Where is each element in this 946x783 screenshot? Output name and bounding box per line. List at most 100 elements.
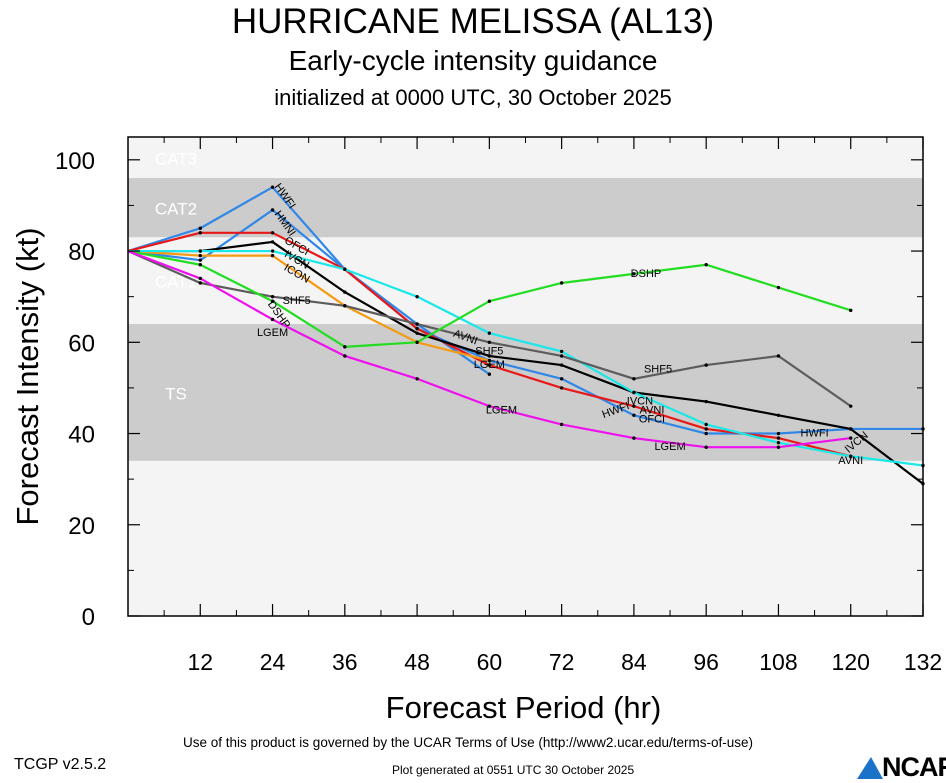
- x-tick-label: 72: [549, 649, 575, 675]
- data-point-dshp: [343, 345, 347, 349]
- chart-init-time: initialized at 0000 UTC, 30 October 2025: [274, 85, 672, 110]
- band-cat3: [128, 137, 923, 179]
- y-tick-label: 0: [82, 604, 95, 631]
- terms-of-use-text: Use of this product is governed by the U…: [183, 735, 753, 750]
- data-point-avni: [559, 349, 564, 354]
- data-point-dshp: [559, 281, 564, 285]
- ncar-logo-icon: [857, 757, 883, 779]
- y-axis-title: Forecast Intensity (kt): [10, 227, 45, 525]
- series-line-hwfi: [127, 186, 923, 435]
- series-label-lgem: LGEM: [474, 359, 505, 371]
- series-label-hwfi: HWFI: [801, 427, 829, 439]
- data-point-hwfi: [632, 413, 636, 417]
- data-point-hwfi: [704, 431, 708, 436]
- x-tick-label: 84: [621, 649, 647, 675]
- data-point-ofci: [632, 404, 636, 408]
- x-tick-label: 60: [477, 649, 503, 675]
- series-label-shf5: SHF5: [475, 345, 503, 357]
- x-tick-label: 24: [260, 649, 286, 675]
- data-point-lgem: [343, 354, 347, 358]
- data-point-avni: [632, 390, 636, 395]
- chart-title: HURRICANE MELISSA (AL13): [231, 2, 715, 41]
- data-point-dshp: [198, 263, 202, 267]
- data-point-lgem: [487, 404, 492, 408]
- data-point-icon: [198, 253, 202, 258]
- x-tick-label: 120: [832, 649, 870, 675]
- band-label-cat3: CAT3: [155, 150, 197, 169]
- data-point-ivcn: [849, 427, 853, 431]
- series-label-shf5: SHF5: [283, 295, 311, 307]
- data-point-lgem: [776, 445, 781, 449]
- data-point-lgem: [632, 436, 636, 440]
- data-point-dshp: [487, 299, 492, 303]
- data-point-hmni: [270, 208, 275, 212]
- series-line-hmni: [127, 208, 490, 376]
- series-label-lgem: LGEM: [486, 405, 517, 417]
- x-tick-label: 36: [332, 649, 358, 675]
- data-point-avni: [270, 249, 275, 253]
- data-point-ofci: [487, 363, 492, 367]
- data-point-ivcn: [270, 240, 275, 244]
- data-point-ivcn: [343, 290, 347, 294]
- data-point-icon: [487, 358, 492, 363]
- x-tick-label: 132: [904, 649, 942, 675]
- series-line-icon: [127, 249, 490, 362]
- series-line-ivcn: [128, 240, 924, 485]
- y-tick-label: 60: [68, 330, 95, 357]
- series-label-lgem: LGEM: [257, 327, 288, 339]
- data-point-avni: [704, 422, 708, 427]
- data-point-shf5: [198, 281, 202, 285]
- data-point-shf5: [849, 404, 853, 408]
- data-point-ofci: [270, 231, 275, 235]
- x-tick-label: 12: [187, 649, 213, 675]
- x-tick-label: 108: [759, 649, 797, 675]
- data-point-hwfi: [198, 226, 202, 230]
- series-label-avni: AVNI: [640, 405, 665, 417]
- data-point-dshp: [270, 299, 275, 303]
- data-point-lgem: [704, 445, 708, 449]
- data-point-hmni: [487, 372, 492, 376]
- data-point-dshp: [849, 308, 853, 313]
- data-point-dshp: [632, 272, 636, 276]
- series-label-ivcn: IVCN: [627, 395, 653, 407]
- x-tick-label: 48: [404, 649, 430, 675]
- series-label-lgem: LGEM: [654, 441, 685, 453]
- data-point-shf5: [415, 322, 419, 326]
- data-point-hwfi: [559, 377, 564, 381]
- data-point-ivcn: [487, 354, 492, 358]
- ncar-logo-text: NCAR: [882, 752, 946, 782]
- generated-time-text: Plot generated at 0551 UTC 30 October 20…: [392, 763, 635, 777]
- data-point-avni: [776, 440, 781, 445]
- version-label: TCGP v2.5.2: [14, 756, 107, 773]
- data-point-avni: [415, 294, 419, 299]
- band-cat2: [128, 178, 923, 238]
- series-label-avni: AVNI: [838, 455, 863, 467]
- data-point-shf5: [704, 363, 708, 367]
- intensity-chart: CAT3CAT2CAT1TSHWFIHMNIOFCIIVCNICONSHF5DS…: [10, 136, 942, 725]
- data-point-hwfi: [776, 431, 781, 436]
- data-point-ofci: [415, 326, 419, 331]
- data-point-dshp: [415, 340, 419, 344]
- data-point-lgem: [559, 422, 564, 427]
- data-point-avni: [343, 267, 347, 271]
- chart-subtitle: Early-cycle intensity guidance: [288, 45, 658, 76]
- data-point-ofci: [198, 231, 202, 235]
- y-tick-label: 20: [68, 513, 95, 540]
- band-label-ts: TS: [165, 384, 187, 403]
- data-point-ivcn: [704, 399, 708, 404]
- data-point-ofci: [704, 427, 708, 431]
- data-point-ivcn: [415, 331, 419, 335]
- y-tick-label: 80: [68, 239, 95, 266]
- data-point-shf5: [270, 294, 275, 299]
- data-point-dshp: [704, 263, 708, 267]
- data-point-lgem: [270, 317, 275, 322]
- data-point-avni: [487, 331, 492, 335]
- band-label-cat2: CAT2: [155, 200, 197, 219]
- data-point-shf5: [343, 304, 347, 308]
- data-point-hwfi: [270, 185, 275, 189]
- data-point-avni: [849, 454, 853, 459]
- y-tick-label: 40: [68, 422, 95, 449]
- band-ts: [128, 324, 923, 461]
- x-tick-label: 96: [693, 649, 719, 675]
- y-tick-label: 100: [55, 148, 95, 175]
